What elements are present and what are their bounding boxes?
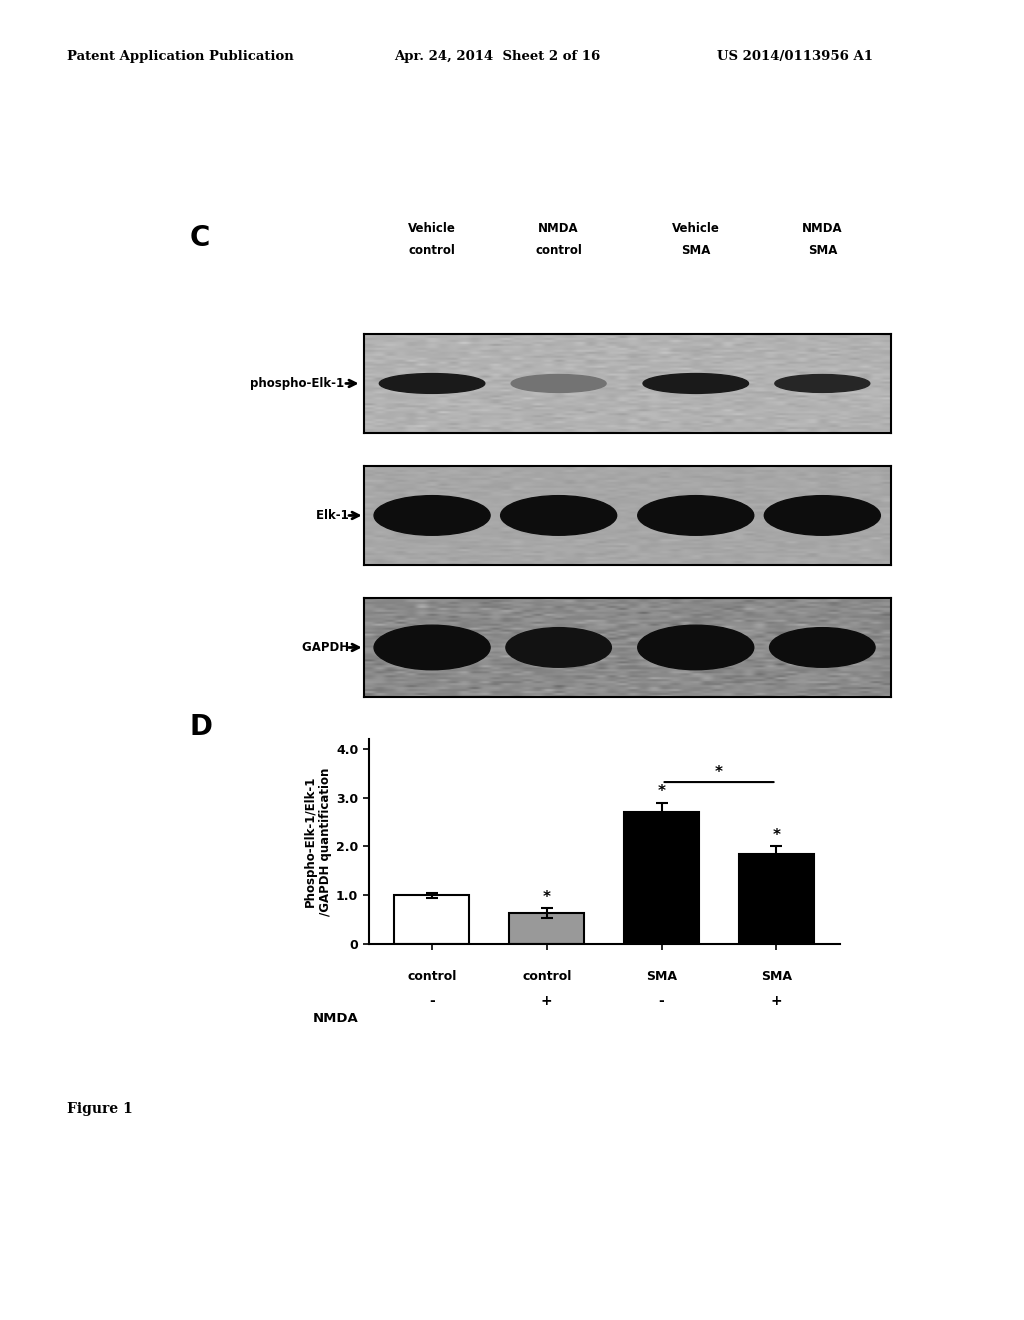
Y-axis label: Phospho-Elk-1/Elk-1
/GAPDH quantification: Phospho-Elk-1/Elk-1 /GAPDH quantificatio… — [304, 767, 332, 916]
Text: Apr. 24, 2014  Sheet 2 of 16: Apr. 24, 2014 Sheet 2 of 16 — [394, 50, 600, 63]
Ellipse shape — [374, 496, 490, 536]
Ellipse shape — [374, 626, 490, 669]
Ellipse shape — [638, 626, 754, 669]
Text: control: control — [408, 970, 457, 983]
Text: SMA: SMA — [761, 970, 792, 983]
Text: NMDA: NMDA — [539, 222, 579, 235]
Text: *: * — [772, 828, 780, 843]
Text: *: * — [543, 890, 551, 904]
Ellipse shape — [501, 496, 616, 536]
Text: -: - — [658, 994, 665, 1008]
Ellipse shape — [764, 496, 881, 536]
Text: Vehicle: Vehicle — [672, 222, 720, 235]
Bar — [625, 812, 699, 944]
Text: SMA: SMA — [681, 244, 711, 257]
Text: US 2014/0113956 A1: US 2014/0113956 A1 — [717, 50, 872, 63]
Text: control: control — [409, 244, 456, 257]
Ellipse shape — [638, 496, 754, 536]
Text: Elk-1: Elk-1 — [316, 510, 353, 521]
Text: NMDA: NMDA — [312, 1012, 358, 1026]
Ellipse shape — [511, 375, 606, 392]
Bar — [394, 895, 469, 944]
Text: control: control — [522, 970, 571, 983]
Text: D: D — [189, 713, 212, 741]
Text: +: + — [771, 994, 782, 1008]
Text: SMA: SMA — [808, 244, 837, 257]
Text: C: C — [189, 224, 210, 252]
Ellipse shape — [643, 374, 749, 393]
Ellipse shape — [506, 628, 611, 668]
Text: Vehicle: Vehicle — [409, 222, 456, 235]
Bar — [509, 913, 584, 944]
Ellipse shape — [770, 628, 876, 668]
Text: *: * — [657, 784, 666, 799]
Ellipse shape — [379, 374, 484, 393]
Text: SMA: SMA — [646, 970, 677, 983]
Text: NMDA: NMDA — [802, 222, 843, 235]
Text: phospho-Elk-1: phospho-Elk-1 — [250, 378, 348, 389]
Text: GAPDH: GAPDH — [302, 642, 353, 653]
Text: -: - — [429, 994, 435, 1008]
Text: *: * — [715, 764, 723, 780]
Bar — [739, 854, 814, 944]
Text: Figure 1: Figure 1 — [67, 1102, 132, 1117]
Text: +: + — [541, 994, 553, 1008]
Text: Patent Application Publication: Patent Application Publication — [67, 50, 293, 63]
Ellipse shape — [775, 375, 869, 392]
Text: control: control — [536, 244, 582, 257]
